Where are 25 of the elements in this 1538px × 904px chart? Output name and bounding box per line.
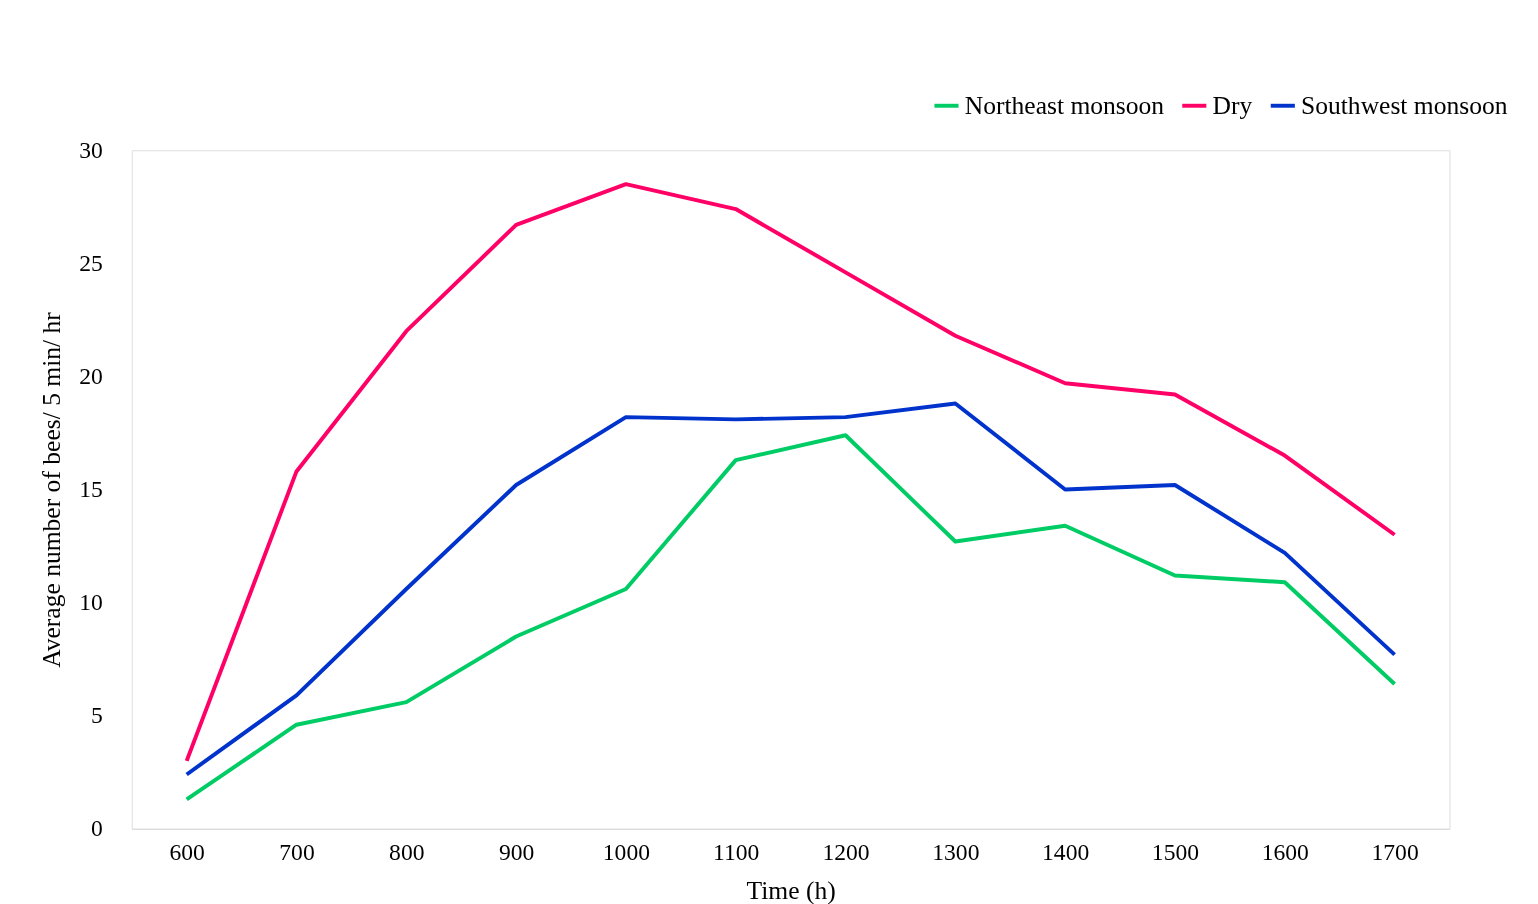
x-tick-label: 900 [498,838,535,865]
x-tick-label: 1600 [1261,838,1309,865]
x-tick-label: 1000 [602,838,650,865]
x-tick-label: 1400 [1042,838,1090,865]
legend-label: Northeast monsoon [964,90,1165,120]
x-tick-label: 600 [169,838,205,865]
y-tick-label: 5 [90,702,103,729]
y-tick-label: 15 [79,475,103,502]
x-tick-label: 1100 [713,838,760,865]
legend-label: Dry [1212,90,1253,120]
x-tick-label: 1500 [1151,838,1200,865]
y-tick-label: 0 [90,815,103,842]
y-tick-label: 25 [79,249,103,276]
y-tick-label: 30 [79,136,103,163]
x-tick-label: 1300 [932,838,980,865]
x-tick-label: 800 [389,838,425,865]
legend-label: Southwest monsoon [1301,90,1508,120]
y-tick-label: 10 [79,588,103,615]
x-tick-label: 1200 [822,838,870,865]
x-tick-label: 700 [279,838,315,865]
y-axis-title: Average number of bees/ 5 min/ hr [37,311,67,668]
y-tick-label: 20 [79,362,103,389]
x-tick-label: 1700 [1371,838,1419,865]
x-axis-title: Time (h) [746,876,836,904]
line-series [184,182,1397,763]
